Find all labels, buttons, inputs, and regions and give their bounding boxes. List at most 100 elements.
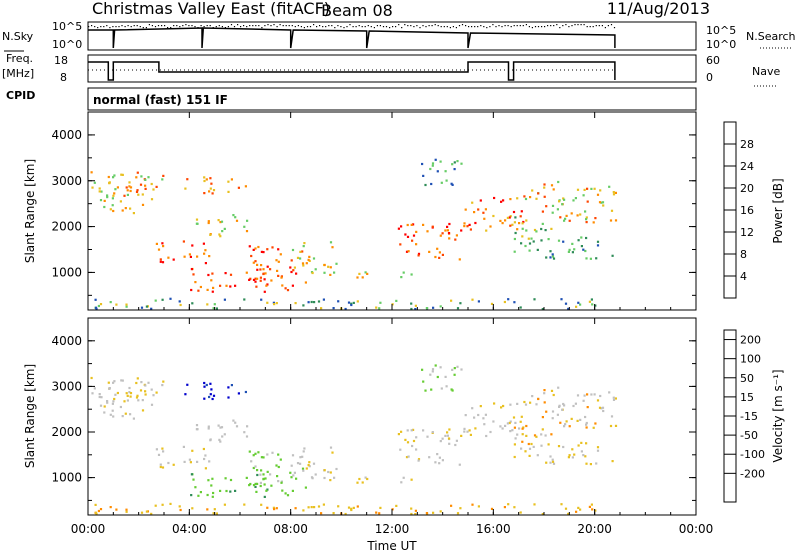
echo-cell (169, 297, 172, 300)
search-noise-dot (613, 27, 616, 29)
echo-cell (113, 380, 116, 383)
echo-cell (436, 170, 439, 173)
echo-cell (291, 248, 295, 252)
echo-cell (286, 494, 290, 497)
echo-cell (417, 254, 420, 257)
y-tick-label: 2000 (51, 220, 82, 234)
echo-cell (248, 450, 251, 453)
echo-cell (506, 216, 509, 219)
echo-cell (540, 444, 543, 447)
echo-cell (471, 503, 474, 506)
echo-cell (313, 301, 316, 304)
echo-cell (195, 222, 198, 225)
echo-cell (217, 219, 220, 222)
echo-cell (221, 435, 224, 438)
search-noise-dot (161, 25, 163, 27)
echo-cell (161, 178, 164, 181)
search-noise-dot (328, 25, 330, 27)
search-noise-dot (179, 26, 181, 28)
echo-cell (234, 284, 237, 287)
echo-cell (90, 171, 93, 174)
echo-cell (161, 242, 164, 245)
echo-cell (444, 375, 447, 378)
echo-cell (107, 381, 110, 384)
search-noise-dot (212, 27, 214, 29)
echo-cell (450, 299, 453, 302)
echo-cell (291, 284, 294, 287)
echo-cell (533, 228, 537, 232)
search-noise-dot (227, 26, 229, 28)
echo-cell (441, 459, 444, 462)
echo-cell (132, 417, 135, 420)
search-noise-dot (200, 25, 202, 27)
search-noise-dot (389, 27, 391, 29)
echo-cell (573, 453, 576, 456)
echo-cell (434, 255, 437, 259)
echo-cell (266, 488, 269, 491)
echo-cell (552, 462, 556, 465)
echo-cell (329, 273, 332, 276)
echo-cell (444, 229, 447, 232)
echo-cell (217, 424, 220, 427)
echo-cell (541, 428, 544, 431)
echo-cell (585, 423, 588, 426)
echo-cell (395, 504, 398, 507)
echo-cell (550, 227, 553, 230)
echo-cell (588, 505, 591, 508)
echo-cell (576, 188, 580, 191)
echo-cell (333, 476, 336, 479)
echo-cell (479, 405, 482, 408)
echo-cell (610, 209, 614, 212)
echo-cell (254, 277, 257, 280)
echo-cell (400, 225, 403, 228)
echo-cell (460, 368, 463, 371)
echo-cell (125, 510, 128, 513)
echo-cell (407, 250, 410, 253)
echo-cell (237, 186, 240, 189)
search-noise-dot (282, 25, 284, 27)
echo-cell (120, 379, 123, 382)
search-noise-dot (157, 25, 160, 27)
echo-cell (399, 448, 402, 451)
echo-cell (259, 484, 262, 488)
echo-cell (162, 245, 165, 248)
echo-cell (230, 178, 233, 181)
echo-cell (557, 239, 561, 242)
echo-cell (115, 303, 118, 306)
echo-cell (260, 250, 263, 253)
search-noise-dot (285, 25, 287, 27)
echo-cell (266, 283, 269, 286)
echo-cell (525, 434, 528, 437)
echo-cell (256, 482, 259, 485)
search-noise-dot (528, 26, 530, 28)
echo-cell (545, 205, 548, 208)
search-noise-dot (303, 27, 305, 29)
echo-cell (447, 232, 451, 235)
search-noise-dot (580, 24, 582, 26)
echo-cell (106, 400, 109, 403)
echo-cell (513, 506, 516, 509)
echo-cell (609, 424, 613, 428)
echo-cell (296, 256, 300, 259)
echo-cell (310, 506, 313, 509)
echo-cell (269, 268, 272, 271)
echo-cell (540, 433, 543, 436)
echo-cell (400, 276, 403, 279)
echo-cell (248, 245, 251, 248)
echo-cell (223, 503, 226, 506)
echo-cell (463, 430, 466, 433)
echo-cell (406, 223, 409, 227)
echo-cell (103, 199, 106, 202)
echo-cell (323, 469, 326, 472)
nsearch-label: N.Search (746, 30, 796, 43)
search-noise-dot (194, 26, 196, 28)
echo-cell (528, 447, 532, 450)
echo-cell (161, 298, 164, 301)
echo-cell (541, 210, 544, 213)
echo-cell (204, 454, 207, 457)
search-noise-dot (425, 26, 427, 28)
echo-cell (161, 261, 165, 264)
echo-cell (439, 510, 442, 513)
search-noise-dot (589, 26, 591, 28)
echo-cell (434, 461, 437, 464)
